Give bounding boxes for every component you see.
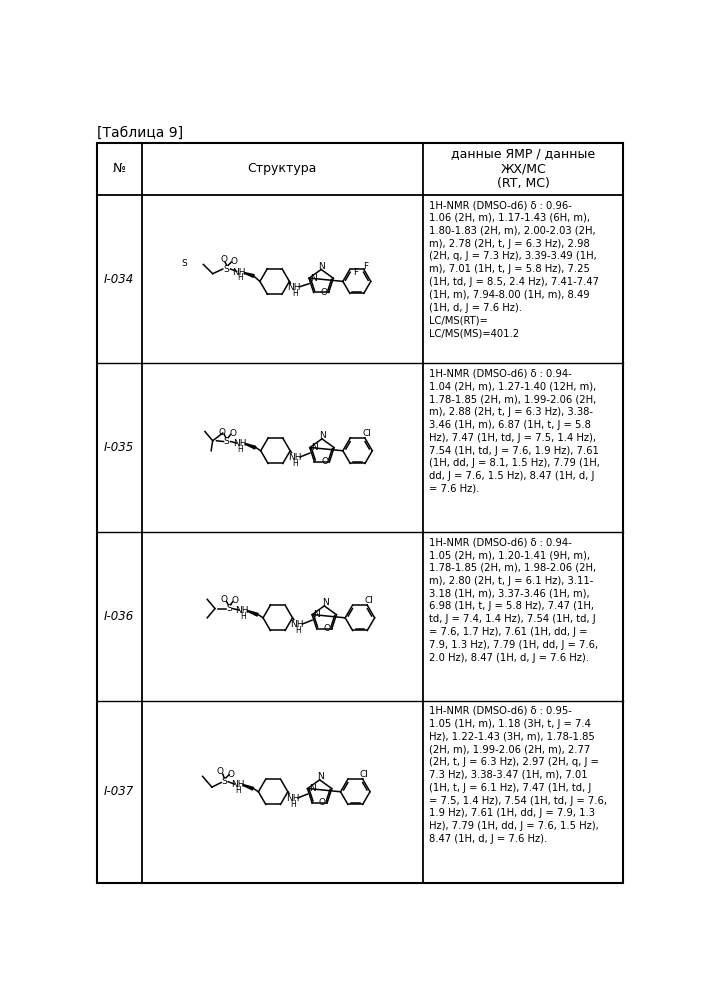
Text: I-037: I-037 [104, 785, 135, 798]
Text: S: S [224, 265, 229, 274]
Text: N: N [320, 432, 326, 441]
Text: Cl: Cl [360, 770, 369, 779]
Text: O: O [217, 767, 224, 776]
Text: O: O [221, 594, 228, 603]
Text: NH: NH [231, 780, 244, 789]
Text: I-034: I-034 [104, 273, 135, 286]
Text: O: O [231, 595, 238, 604]
Text: H: H [293, 459, 299, 468]
Text: O: O [230, 257, 237, 266]
Text: N: N [317, 772, 324, 781]
Text: O: O [229, 429, 236, 438]
Polygon shape [243, 784, 254, 790]
Text: H: H [290, 800, 296, 809]
Text: S: S [224, 437, 229, 446]
Text: NH: NH [233, 440, 247, 449]
Text: Cl: Cl [365, 596, 373, 605]
Polygon shape [245, 273, 254, 278]
Text: I-036: I-036 [104, 609, 135, 622]
Text: O: O [228, 769, 235, 778]
Text: O: O [324, 624, 331, 633]
Text: NH: NH [286, 794, 299, 803]
Text: O: O [321, 458, 328, 467]
Polygon shape [245, 444, 256, 449]
Text: N: N [318, 262, 325, 271]
Text: H: H [292, 289, 298, 298]
Text: 1H-NMR (DMSO-d6) δ : 0.95-
1.05 (1H, m), 1.18 (3H, t, J = 7.4
Hz), 1.22-1.43 (3H: 1H-NMR (DMSO-d6) δ : 0.95- 1.05 (1H, m),… [428, 706, 606, 844]
Text: N: N [322, 598, 329, 607]
Text: 1H-NMR (DMSO-d6) δ : 0.96-
1.06 (2H, m), 1.17-1.43 (6H, m),
1.80-1.83 (2H, m), 2: 1H-NMR (DMSO-d6) δ : 0.96- 1.06 (2H, m),… [428, 200, 599, 339]
Text: NH: NH [232, 268, 246, 277]
Text: Cl: Cl [362, 429, 371, 438]
Text: H: H [295, 626, 301, 635]
Text: №: № [113, 163, 125, 176]
Text: 1H-NMR (DMSO-d6) δ : 0.94-
1.04 (2H, m), 1.27-1.40 (12H, m),
1.78-1.85 (2H, m), : 1H-NMR (DMSO-d6) δ : 0.94- 1.04 (2H, m),… [428, 369, 599, 494]
Text: N: N [308, 784, 315, 793]
Text: NH: NH [236, 606, 249, 615]
Text: F: F [353, 268, 358, 277]
Text: N: N [311, 274, 317, 283]
Text: I-035: I-035 [104, 442, 135, 455]
Polygon shape [247, 610, 258, 616]
Text: H: H [236, 786, 241, 795]
Text: H: H [238, 446, 243, 455]
Text: NH: NH [287, 283, 301, 292]
Text: N: N [313, 610, 320, 619]
Text: 1H-NMR (DMSO-d6) δ : 0.94-
1.05 (2H, m), 1.20-1.41 (9H, m),
1.78-1.85 (2H, m), 1: 1H-NMR (DMSO-d6) δ : 0.94- 1.05 (2H, m),… [428, 537, 598, 662]
Text: S: S [181, 259, 187, 268]
Text: NH: NH [288, 454, 301, 463]
Text: H: H [240, 612, 246, 621]
Text: F: F [363, 262, 368, 271]
Text: N: N [311, 444, 318, 453]
Text: S: S [226, 604, 232, 613]
Text: S: S [222, 777, 227, 786]
Text: O: O [319, 798, 326, 807]
Text: [Таблица 9]: [Таблица 9] [97, 126, 183, 140]
Text: O: O [320, 288, 327, 297]
Text: O: O [219, 428, 226, 437]
Text: Структура: Структура [247, 163, 317, 176]
Text: H: H [238, 274, 243, 283]
Text: NH: NH [290, 620, 304, 629]
Text: данные ЯМР / данные
ЖХ/МС
(RT, МС): данные ЯМР / данные ЖХ/МС (RT, МС) [451, 148, 595, 191]
Text: O: O [220, 255, 227, 264]
